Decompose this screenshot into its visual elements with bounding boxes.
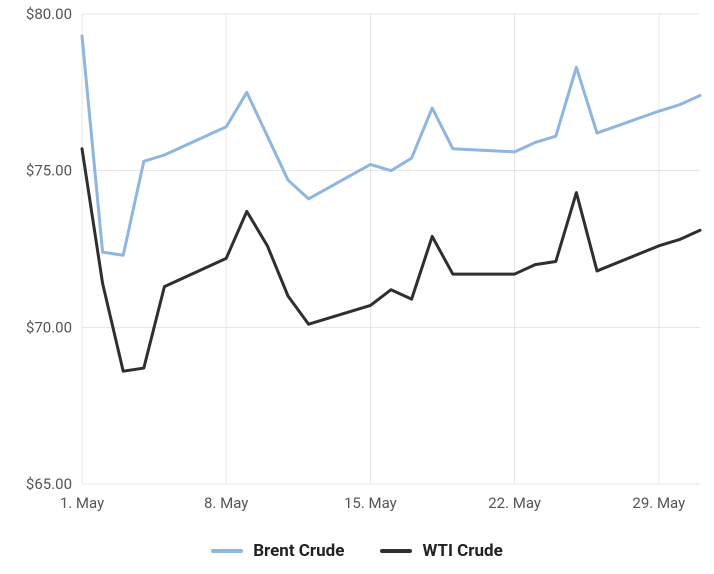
x-tick-label: 1. May: [60, 494, 104, 512]
y-tick-label: $70.00: [26, 318, 72, 336]
series-line-brent-crude: [82, 36, 700, 255]
legend-swatch: [211, 549, 243, 553]
oil-price-chart: $65.00 $70.00 $75.00 $80.00 1. May 8. May 15. …: [0, 0, 714, 574]
legend-item: Brent Crude: [211, 541, 344, 561]
x-tick-label: 29. May: [632, 494, 685, 512]
legend: Brent Crude WTI Crude: [0, 538, 714, 561]
chart-svg: $65.00 $70.00 $75.00 $80.00 1. May 8. May 15. …: [0, 0, 714, 574]
y-tick-label: $65.00: [26, 475, 72, 493]
legend-swatch: [380, 549, 412, 553]
x-tick-label: 8. May: [204, 494, 248, 512]
series-line-wti-crude: [82, 149, 700, 371]
y-tick-label: $80.00: [26, 5, 72, 23]
x-tick-label: 22. May: [488, 494, 541, 512]
legend-label: Brent Crude: [253, 541, 344, 561]
legend-label: WTI Crude: [422, 541, 502, 561]
x-tick-label: 15. May: [344, 494, 397, 512]
legend-item: WTI Crude: [380, 541, 502, 561]
y-tick-label: $75.00: [26, 162, 72, 180]
